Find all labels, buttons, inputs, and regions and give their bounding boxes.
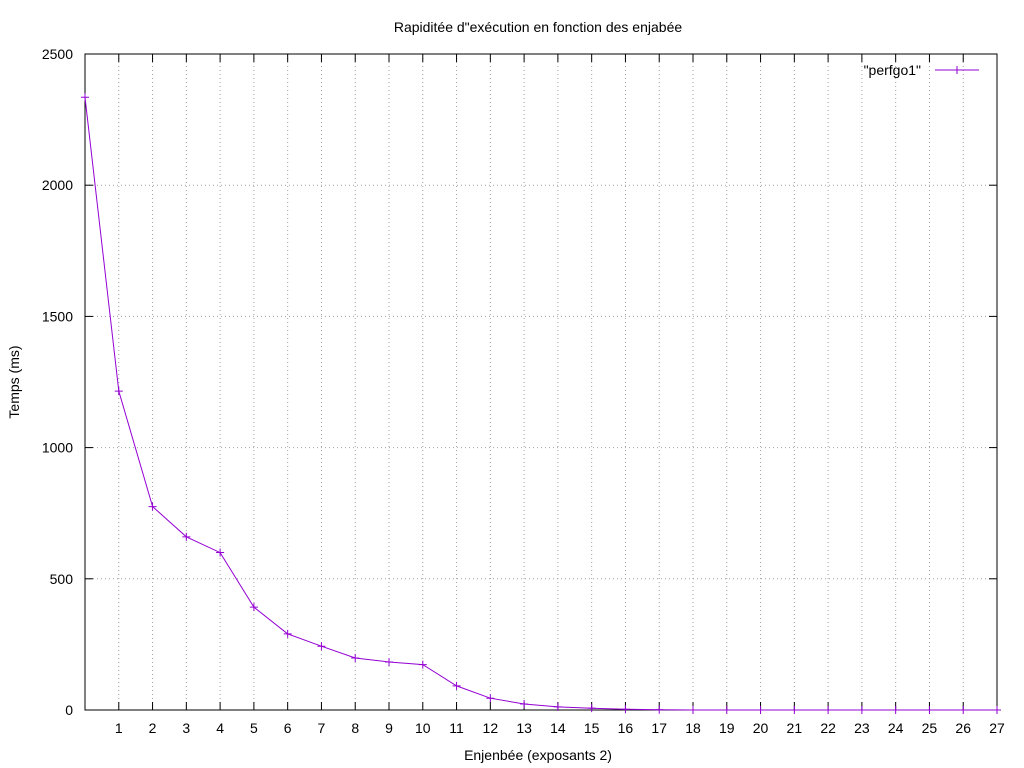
data-point: [418, 660, 427, 669]
x-tick-label: 8: [351, 720, 359, 736]
data-point: [959, 706, 968, 714]
data-point: [824, 706, 833, 714]
x-tick-label: 14: [550, 720, 566, 736]
x-tick-label: 9: [385, 720, 393, 736]
x-tick-label: 27: [989, 720, 1005, 736]
data-point: [857, 706, 866, 714]
series-group: [81, 93, 1001, 714]
y-tick-label: 1500: [42, 308, 73, 324]
x-tick-label: 20: [753, 720, 769, 736]
data-point: [452, 681, 461, 690]
x-tick-label: 6: [284, 720, 292, 736]
x-tick-label: 15: [584, 720, 600, 736]
x-tick-label: 12: [483, 720, 499, 736]
x-tick-label: 7: [318, 720, 326, 736]
y-tick-label: 1000: [42, 440, 73, 456]
x-tick-label: 1: [115, 720, 123, 736]
data-point: [655, 705, 664, 714]
x-axis-label: Enjenbée (exposants 2): [464, 747, 612, 763]
data-point: [689, 706, 697, 714]
data-point: [351, 654, 360, 663]
data-point: [756, 706, 765, 714]
data-point: [553, 702, 562, 711]
data-point: [587, 704, 596, 713]
legend-label: "perfgo1": [864, 62, 921, 78]
data-point: [891, 706, 900, 714]
x-tick-label: 3: [182, 720, 190, 736]
x-tick-label: 5: [250, 720, 258, 736]
data-point: [385, 657, 393, 666]
data-point: [182, 532, 191, 541]
y-axis-label: Temps (ms): [6, 345, 22, 418]
data-point: [925, 706, 934, 714]
y-tick-label: 2000: [42, 177, 73, 193]
x-tick-label: 24: [888, 720, 904, 736]
data-point: [216, 548, 225, 557]
data-point: [993, 706, 1001, 714]
data-point: [283, 629, 292, 638]
x-tick-label: 23: [854, 720, 870, 736]
x-tick-label: 22: [820, 720, 836, 736]
x-tick-label: 4: [216, 720, 224, 736]
data-point: [114, 387, 123, 396]
data-point: [520, 699, 529, 708]
x-tick-label: 13: [516, 720, 532, 736]
legend-swatch-marker: [953, 66, 961, 74]
x-tick-label: 11: [449, 720, 464, 736]
data-point: [317, 642, 326, 651]
y-tick-label: 0: [65, 702, 73, 718]
x-tick-label: 26: [955, 720, 971, 736]
plot-border: [84, 53, 998, 711]
x-tick-labels: 1 2 3 4 5 6 7 8 9 10 11 12 13 14 15 16 17 18 19 20 21 22 23 24 2…: [115, 720, 1005, 736]
x-tick-label: 21: [787, 720, 803, 736]
legend: "perfgo1": [864, 62, 979, 78]
data-point: [148, 502, 157, 511]
x-tick-label: 2: [149, 720, 157, 736]
y-tick-labels: 0 500 1000 1500 2000 2500: [42, 46, 73, 718]
data-point: [486, 694, 495, 703]
series-line: [84, 97, 997, 711]
grid: [85, 54, 998, 710]
data-point: [722, 706, 731, 714]
x-tick-label: 10: [415, 720, 431, 736]
y-tick-label: 2500: [42, 46, 73, 62]
y-tick-label: 500: [50, 571, 74, 587]
data-point: [249, 603, 258, 612]
chart-title: Rapiditée d"exécution en fonction des en…: [394, 19, 683, 35]
x-tick-label: 18: [685, 720, 701, 736]
x-tick-label: 17: [651, 720, 667, 736]
x-tick-label: 16: [618, 720, 634, 736]
x-tick-label: 25: [922, 720, 938, 736]
data-point: [790, 706, 799, 714]
x-tick-label: 19: [719, 720, 735, 736]
axis-ticks: [85, 53, 998, 711]
data-point: [81, 93, 89, 102]
data-point: [621, 705, 630, 714]
